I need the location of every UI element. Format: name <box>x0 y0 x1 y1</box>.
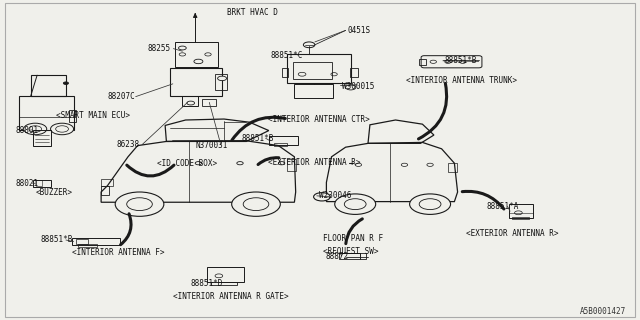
Text: <INTERIOR ANTENNA TRUNK>: <INTERIOR ANTENNA TRUNK> <box>406 76 517 85</box>
Bar <box>78 244 97 247</box>
Text: 88255: 88255 <box>147 44 170 53</box>
Circle shape <box>187 101 195 105</box>
Circle shape <box>278 162 285 165</box>
Text: 88851*B: 88851*B <box>242 134 275 143</box>
Circle shape <box>24 123 47 135</box>
Circle shape <box>232 192 280 216</box>
Text: <INTERIOR ANTENNA R GATE>: <INTERIOR ANTENNA R GATE> <box>173 292 289 301</box>
Text: 0451S: 0451S <box>348 26 371 35</box>
Bar <box>215 74 227 90</box>
Text: <INTERIOR ANTENNA CTR>: <INTERIOR ANTENNA CTR> <box>268 115 369 124</box>
Bar <box>19 96 74 130</box>
Bar <box>72 238 120 245</box>
Circle shape <box>410 194 451 214</box>
Text: W300015: W300015 <box>342 82 375 91</box>
Bar <box>287 159 296 171</box>
Bar <box>509 204 533 218</box>
Bar <box>69 110 76 122</box>
Bar <box>211 282 237 285</box>
Text: 88851*A: 88851*A <box>486 202 519 211</box>
Circle shape <box>427 163 433 166</box>
Bar <box>293 62 332 79</box>
Text: 88872: 88872 <box>325 252 348 261</box>
Text: N370031: N370031 <box>195 141 228 150</box>
Text: 88801: 88801 <box>16 126 39 135</box>
Circle shape <box>237 162 243 165</box>
Text: <BUZZER>: <BUZZER> <box>35 188 72 197</box>
Bar <box>36 180 42 186</box>
Circle shape <box>115 192 164 216</box>
Bar <box>269 136 298 145</box>
Bar <box>33 180 51 187</box>
Bar <box>448 163 457 172</box>
Bar <box>339 253 366 259</box>
Bar <box>512 217 529 219</box>
Text: <EXTERIOR ANTENNA R>: <EXTERIOR ANTENNA R> <box>466 229 559 238</box>
Circle shape <box>355 163 362 166</box>
Bar <box>202 99 216 106</box>
Bar <box>274 143 287 146</box>
Bar <box>419 59 426 65</box>
Circle shape <box>346 85 356 90</box>
Bar <box>31 75 66 96</box>
Text: 88021: 88021 <box>16 179 39 188</box>
Circle shape <box>218 76 227 81</box>
Circle shape <box>401 163 408 166</box>
Text: <SMART MAIN ECU>: <SMART MAIN ECU> <box>56 111 131 120</box>
Text: <ID CODE BOX>: <ID CODE BOX> <box>157 159 217 168</box>
Bar <box>207 267 244 282</box>
Text: <INTERIOR ANTENNA F>: <INTERIOR ANTENNA F> <box>72 248 165 257</box>
Circle shape <box>303 42 315 48</box>
Bar <box>33 130 51 146</box>
Circle shape <box>51 123 74 135</box>
Bar <box>101 179 113 186</box>
Circle shape <box>63 82 68 84</box>
Bar <box>287 54 351 83</box>
Text: <REQUEST SW>: <REQUEST SW> <box>323 247 379 256</box>
Bar <box>101 186 109 195</box>
Bar <box>282 68 288 77</box>
Text: 88207C: 88207C <box>108 92 135 101</box>
Bar <box>170 68 222 96</box>
Text: BRKT HVAC D: BRKT HVAC D <box>227 8 278 17</box>
Circle shape <box>335 194 376 214</box>
Text: A5B0001427: A5B0001427 <box>580 308 626 316</box>
Text: <EXTERIOR ANTENNA R>: <EXTERIOR ANTENNA R> <box>268 158 360 167</box>
Bar <box>294 84 333 98</box>
Bar <box>175 42 218 67</box>
Text: 86238: 86238 <box>116 140 140 149</box>
Circle shape <box>314 193 330 201</box>
Text: 88851*B: 88851*B <box>445 56 477 65</box>
Text: 88851*D: 88851*D <box>191 279 223 288</box>
Bar <box>182 96 198 106</box>
Text: W230046: W230046 <box>319 191 351 200</box>
Text: 88851*C: 88851*C <box>270 51 303 60</box>
Bar <box>350 68 358 77</box>
Text: FLOOR PAN R F: FLOOR PAN R F <box>323 234 383 243</box>
Bar <box>76 239 88 244</box>
Text: 88851*B: 88851*B <box>40 236 73 244</box>
Circle shape <box>195 162 202 165</box>
